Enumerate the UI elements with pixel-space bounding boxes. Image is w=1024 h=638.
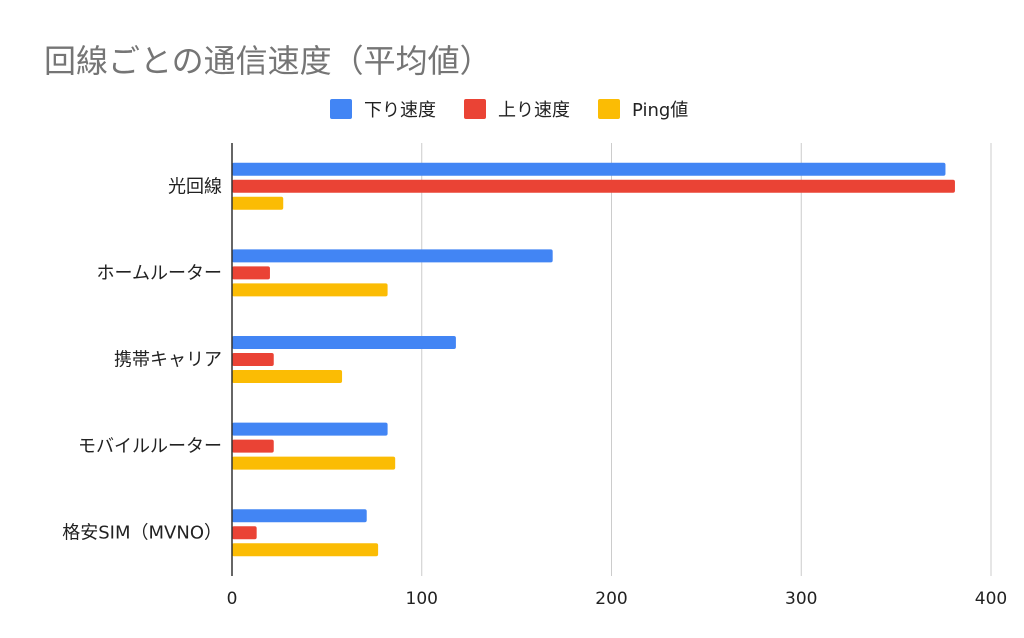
bar <box>232 196 284 210</box>
bar <box>232 162 946 176</box>
bar <box>232 179 955 193</box>
y-category-label: 光回線 <box>168 176 222 197</box>
bar <box>232 543 379 557</box>
bar <box>232 422 388 436</box>
x-tick-label: 400 <box>975 589 1007 609</box>
y-category-label: 格安SIM（MVNO） <box>62 523 222 544</box>
legend-item-ping[interactable]: Ping値 <box>598 96 688 122</box>
bar <box>232 370 343 383</box>
x-tick-label: 0 <box>227 589 238 609</box>
legend-swatch-ping <box>598 99 620 119</box>
legend-label-ping: Ping値 <box>632 100 689 121</box>
bar <box>232 336 456 349</box>
bar <box>232 249 553 263</box>
bar <box>232 526 257 540</box>
bar <box>232 283 388 297</box>
bar <box>232 456 396 470</box>
x-tick-label: 200 <box>595 589 627 609</box>
legend-item-download[interactable]: 下り速度 <box>330 96 436 122</box>
bar <box>232 353 274 366</box>
legend-swatch-upload <box>464 99 486 119</box>
legend-label-download: 下り速度 <box>364 100 436 121</box>
y-category-label: 携帯キャリア <box>114 350 222 371</box>
x-tick-label: 100 <box>406 589 438 609</box>
bar <box>232 509 367 523</box>
legend-swatch-download <box>330 99 352 119</box>
x-tick-label: 300 <box>785 589 817 609</box>
bar <box>232 266 270 280</box>
chart-title: 回線ごとの通信速度（平均値） <box>44 42 492 80</box>
legend: 下り速度 上り速度 Ping値 <box>330 96 688 122</box>
y-category-label: ホームルーター <box>97 263 222 284</box>
y-category-label: モバイルルーター <box>78 436 222 457</box>
legend-label-upload: 上り速度 <box>498 100 570 121</box>
bar <box>232 439 274 453</box>
legend-item-upload[interactable]: 上り速度 <box>464 96 570 122</box>
